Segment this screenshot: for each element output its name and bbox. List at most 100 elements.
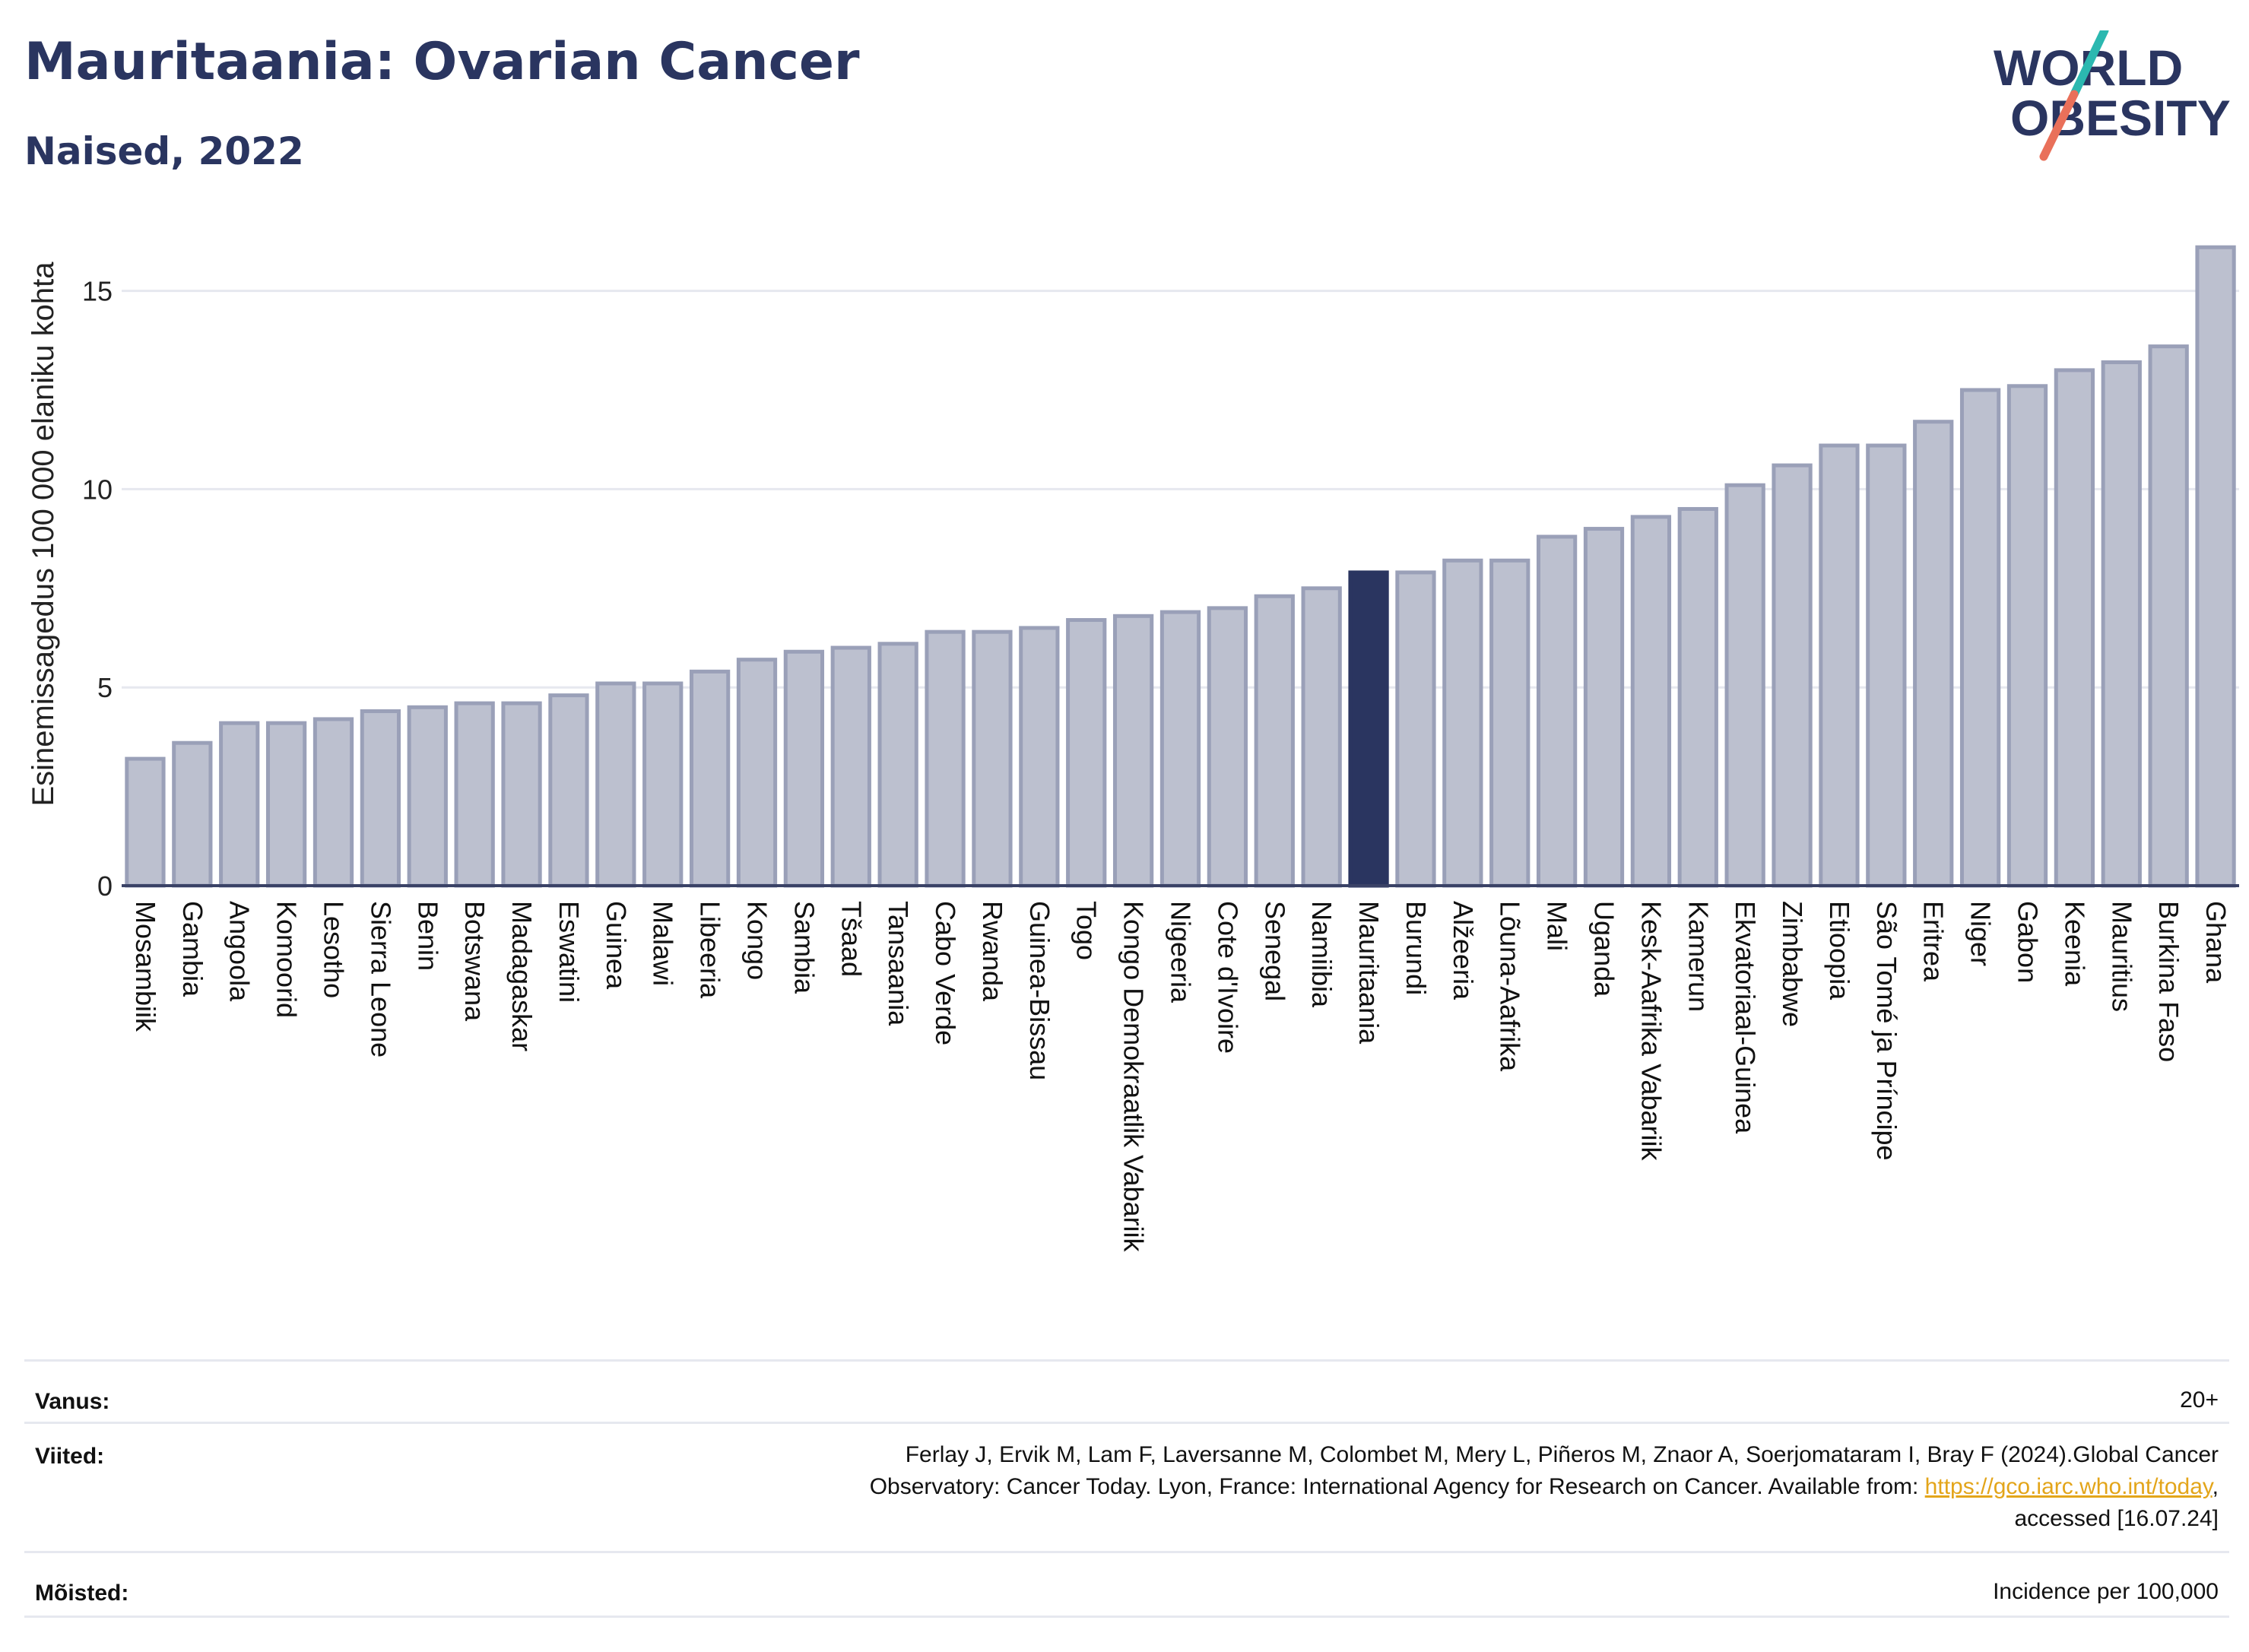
x-tick-label: Komoorid <box>271 901 303 1018</box>
y-tick-label: 0 <box>97 870 113 902</box>
bar-chart: 0 5 10 15 Esinemissagedus 100 000 elaniku ko… <box>27 245 2239 1253</box>
info-row-age: Vanus: 20+ <box>24 1359 2229 1424</box>
x-tick-label: Ekvatoriaal-Guinea <box>1730 901 1761 1134</box>
x-tick-label: Sierra Leone <box>365 901 396 1057</box>
bar <box>1301 586 1342 888</box>
x-tick-label: Togo <box>1071 901 1102 960</box>
x-tick-label: Gabon <box>2013 901 2044 983</box>
bar <box>925 629 966 888</box>
bar <box>830 645 871 888</box>
x-tick-label: Uganda <box>1589 901 1620 997</box>
x-tick-label: Kesk-Aafrika Vabariik <box>1635 901 1667 1161</box>
x-tick-label: São Tomé ja Príncipe <box>1871 901 1902 1161</box>
bar <box>1395 570 1436 888</box>
bar <box>2101 360 2142 888</box>
x-tick-label: Tansaania <box>883 901 914 1026</box>
definitions-label: Mõisted: <box>35 1581 129 1606</box>
bar <box>1207 606 1248 888</box>
x-tick-label: Namiibia <box>1306 901 1337 1008</box>
bar <box>1066 618 1107 888</box>
y-tick-label: 5 <box>97 672 113 703</box>
bar <box>2195 245 2236 888</box>
bar <box>972 629 1013 888</box>
bar <box>1442 558 1483 888</box>
bar <box>360 709 401 888</box>
x-tick-label: Niger <box>1965 901 1997 966</box>
x-tick-label: Benin <box>412 901 443 971</box>
x-tick-label: Guinea-Bissau <box>1024 901 1055 1080</box>
bar <box>548 693 589 888</box>
references-line-2-text: Observatory: Cancer Today. Lyon, France:… <box>869 1474 1925 1499</box>
bar <box>172 740 213 888</box>
x-tick-label: Lõuna-Aafrika <box>1495 901 1526 1072</box>
bar <box>1536 534 1578 888</box>
bar <box>1819 443 1860 888</box>
bar <box>1348 570 1389 888</box>
bar <box>642 681 684 888</box>
x-tick-label: Etioopia <box>1824 901 1855 1000</box>
bar <box>595 681 636 888</box>
logo-text-obesity: OBESITY <box>2010 90 2231 146</box>
bar <box>1724 483 1765 888</box>
x-tick-label: Zimbabwe <box>1777 901 1808 1027</box>
bar <box>1866 443 1907 888</box>
bar <box>1677 506 1718 888</box>
bar <box>1772 463 1813 888</box>
x-tick-label: Burkina Faso <box>2153 901 2184 1062</box>
world-obesity-logo: WORLD OBESITY <box>1994 30 2231 161</box>
logo-slash-red <box>2039 90 2079 161</box>
x-tick-label: Rwanda <box>977 901 1008 1002</box>
y-tick-label: 10 <box>82 474 113 505</box>
x-tick-label: Nigeeria <box>1166 901 1197 1004</box>
x-tick-label: Mauritaania <box>1353 901 1385 1045</box>
x-tick-label: Alžeeria <box>1448 901 1479 1000</box>
x-tick-label: Angoola <box>224 901 255 1002</box>
x-tick-label: Burundi <box>1400 901 1432 995</box>
x-tick-label: Eswatini <box>554 901 585 1003</box>
x-tick-label: Ghana <box>2200 901 2232 984</box>
x-tick-label: Tšaad <box>836 901 867 977</box>
references-line-3: accessed [16.07.24] <box>2014 1506 2219 1531</box>
bar <box>2148 344 2189 888</box>
references-link[interactable]: https://gco.iarc.who.int/today <box>1924 1474 2213 1499</box>
references-label: Viited: <box>35 1444 105 1469</box>
bar <box>312 717 354 888</box>
x-tick-label: Cabo Verde <box>930 901 961 1045</box>
references-line-1: Ferlay J, Ervik M, Lam F, Laversanne M, … <box>905 1442 2219 1467</box>
references-line-2-end: , <box>2212 1474 2219 1499</box>
bar <box>219 721 260 888</box>
info-row-definitions: Mõisted: Incidence per 100,000 <box>24 1551 2229 1618</box>
x-tick-label: Eritrea <box>1918 901 1949 982</box>
bar <box>783 649 825 888</box>
references-text: Ferlay J, Ervik M, Lam F, Laversanne M, … <box>870 1439 2219 1535</box>
bar <box>2054 368 2095 888</box>
bar <box>1959 388 2001 888</box>
x-tick-label: Libeeria <box>695 901 726 999</box>
logo-slash-teal <box>2070 30 2109 99</box>
x-tick-label: Kongo Demokraatlik Vabariik <box>1118 901 1150 1253</box>
x-tick-label: Mosambiik <box>130 901 161 1032</box>
x-tick-label: Gambia <box>177 901 208 997</box>
references-line-2: Observatory: Cancer Today. Lyon, France:… <box>870 1471 2219 1503</box>
bar <box>1583 527 1625 888</box>
bar <box>877 642 918 888</box>
x-tick-label: Madagaskar <box>506 901 538 1051</box>
bar <box>736 658 778 888</box>
age-value: 20+ <box>2180 1387 2219 1413</box>
bar <box>1489 558 1531 888</box>
info-row-references: Viited: Ferlay J, Ervik M, Lam F, Lavers… <box>24 1422 2229 1553</box>
x-tick-label: Sambia <box>788 901 820 994</box>
x-tick-label: Senegal <box>1259 901 1290 1001</box>
y-tick-label: 15 <box>82 276 113 307</box>
bar <box>2006 384 2048 888</box>
y-axis-label: Esinemissagedus 100 000 elaniku kohta <box>27 262 60 807</box>
bar <box>1112 614 1154 888</box>
x-tick-label: Malawi <box>648 901 679 986</box>
bar <box>407 705 448 888</box>
bar <box>454 701 495 888</box>
x-tick-label: Cote d'Ivoire <box>1212 901 1243 1054</box>
bar <box>1019 626 1060 888</box>
bar <box>689 669 731 888</box>
age-label: Vanus: <box>35 1389 110 1414</box>
x-tick-label: Mauritius <box>2106 901 2137 1012</box>
